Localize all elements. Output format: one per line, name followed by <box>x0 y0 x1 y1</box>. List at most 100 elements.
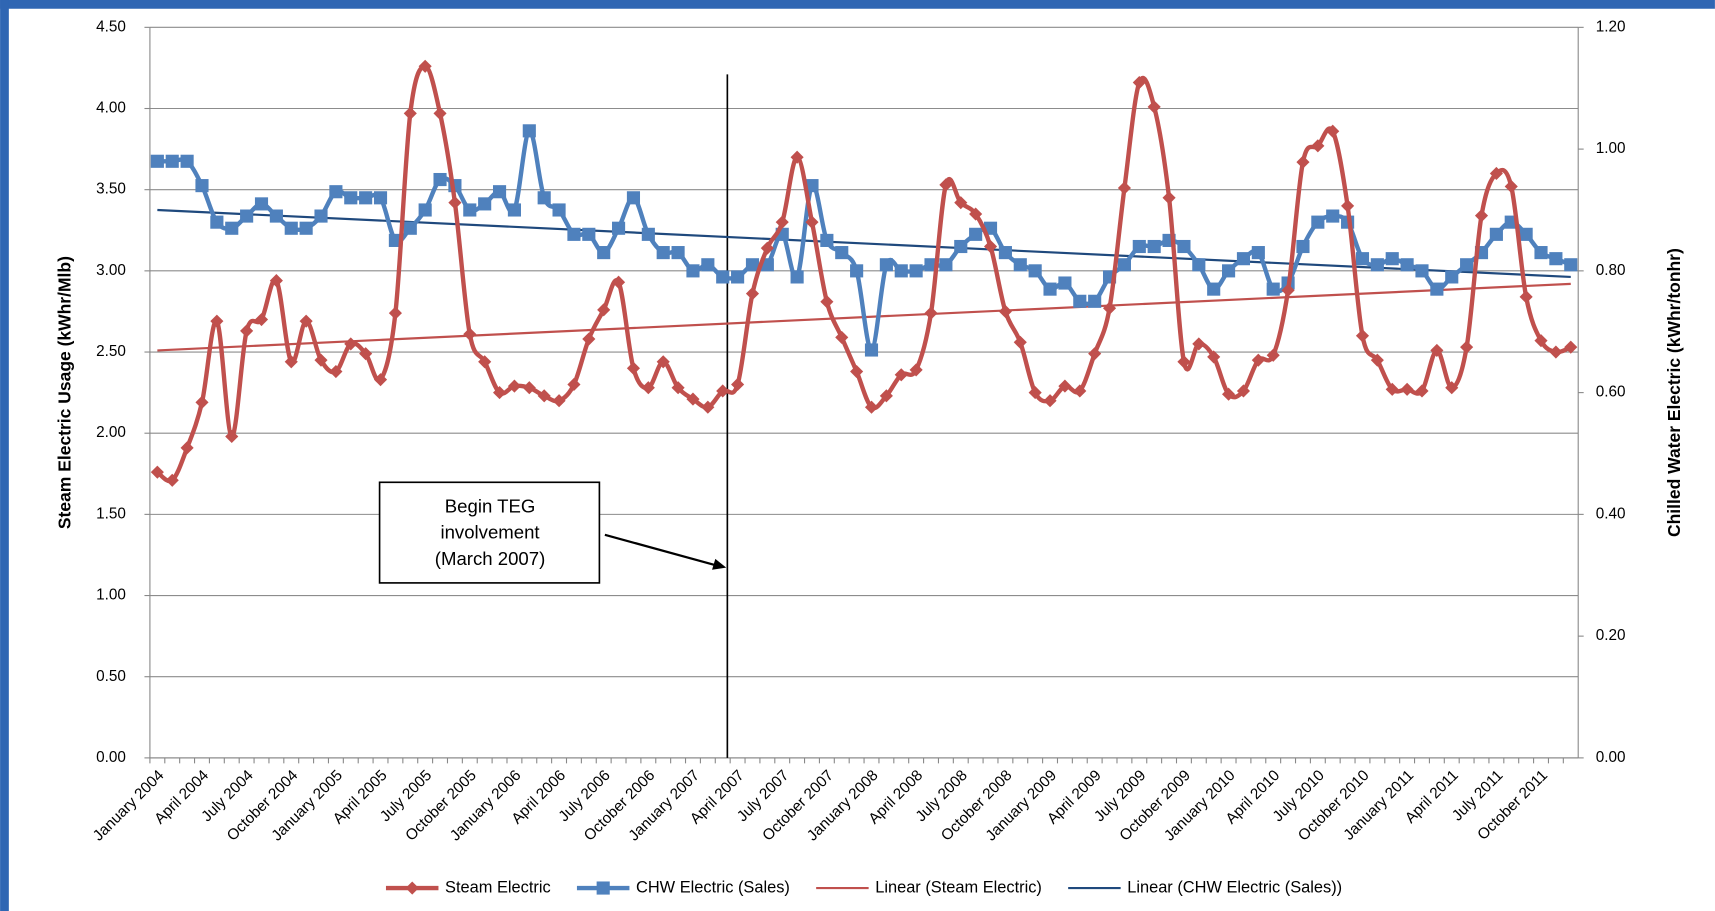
data-point <box>1236 384 1251 398</box>
data-point <box>210 215 224 229</box>
data-point <box>210 314 224 328</box>
legend: Steam Electric CHW Electric (Sales) Linear… <box>385 878 1342 896</box>
data-point <box>433 172 447 187</box>
data-point <box>909 363 923 377</box>
data-point <box>1117 181 1131 195</box>
data-point <box>1028 264 1042 278</box>
data-point <box>1132 75 1146 90</box>
y2-axis-title: Chilled Water Electric (kWhr/tonhr) <box>1664 248 1684 537</box>
data-point <box>612 221 626 235</box>
data-point <box>1430 343 1444 357</box>
data-point <box>1073 384 1087 398</box>
data-point <box>1266 282 1280 296</box>
data-point <box>894 264 908 278</box>
data-point <box>879 258 893 272</box>
legend-label: Linear (CHW Electric (Sales)) <box>1127 878 1342 896</box>
y2-tick-label: 0.60 <box>1596 384 1626 401</box>
data-point <box>790 150 804 164</box>
data-point <box>1385 252 1399 266</box>
data-point <box>180 154 194 168</box>
data-point <box>969 227 983 241</box>
data-point <box>552 394 566 408</box>
data-point <box>165 154 179 168</box>
annotation-box <box>378 481 601 584</box>
data-point <box>939 258 953 272</box>
data-point <box>507 379 521 393</box>
data-point <box>269 209 283 223</box>
data-point <box>1073 294 1087 308</box>
data-point <box>656 246 670 260</box>
data-point <box>701 258 715 272</box>
data-point <box>433 106 447 120</box>
data-point <box>1192 337 1206 351</box>
data-point <box>1266 348 1280 362</box>
data-point <box>225 221 239 235</box>
y2-tick-label: 0.00 <box>1596 749 1626 766</box>
data-point <box>254 197 269 211</box>
data-point <box>1430 282 1444 296</box>
data-point <box>835 246 849 260</box>
data-point <box>805 179 819 193</box>
data-point <box>537 191 551 205</box>
data-point <box>820 233 834 247</box>
data-point <box>1326 209 1340 223</box>
data-point <box>864 343 879 357</box>
data-point <box>1370 353 1384 367</box>
data-point <box>522 124 536 138</box>
y2-tick-label: 1.20 <box>1596 18 1626 35</box>
y-tick-label: 1.00 <box>96 587 126 604</box>
data-point <box>1564 340 1578 354</box>
data-point <box>1489 166 1503 181</box>
data-point <box>284 221 298 235</box>
legend-item: Linear (Steam Electric) <box>816 878 1042 896</box>
data-point <box>507 203 521 217</box>
data-point <box>671 381 685 395</box>
data-point <box>1296 239 1310 254</box>
data-point <box>359 191 373 205</box>
y-tick-label: 2.00 <box>96 424 126 441</box>
data-point <box>1222 264 1236 278</box>
data-point <box>180 441 194 455</box>
y-tick-label: 0.00 <box>96 749 126 766</box>
data-point <box>805 215 819 229</box>
data-point <box>686 264 700 278</box>
y-tick-label: 0.50 <box>96 668 126 685</box>
data-point <box>641 227 655 241</box>
data-point <box>478 197 492 211</box>
data-point <box>448 196 462 210</box>
data-point <box>1058 379 1072 393</box>
y-axis-title: Steam Electric Usage (kWhr/Mlb) <box>54 256 74 529</box>
data-point <box>1355 329 1370 343</box>
data-point <box>716 384 730 398</box>
trendline <box>157 208 1571 279</box>
data-point <box>1549 345 1563 359</box>
frame-top <box>0 0 1715 9</box>
data-point <box>1177 239 1191 254</box>
data-point <box>1147 239 1161 254</box>
data-point <box>373 191 388 205</box>
data-point <box>329 185 343 199</box>
data-point <box>240 324 254 338</box>
data-point <box>790 270 804 284</box>
data-point <box>954 239 968 254</box>
data-point <box>1132 239 1146 254</box>
data-point <box>388 306 402 320</box>
data-point <box>731 270 745 284</box>
data-point <box>716 270 730 284</box>
data-point <box>299 314 313 328</box>
data-point <box>344 337 358 351</box>
y2-tick-label: 0.20 <box>1596 627 1626 644</box>
data-point <box>359 347 373 361</box>
data-point <box>567 377 581 392</box>
data-point <box>344 191 358 205</box>
annotation-arrowhead <box>712 558 727 570</box>
data-point <box>1415 264 1429 278</box>
data-point <box>403 221 417 235</box>
annotation: Begin TEG involvement (March 2007) <box>378 481 727 584</box>
data-point <box>924 306 938 320</box>
data-point <box>492 185 507 199</box>
data-point <box>314 209 328 223</box>
